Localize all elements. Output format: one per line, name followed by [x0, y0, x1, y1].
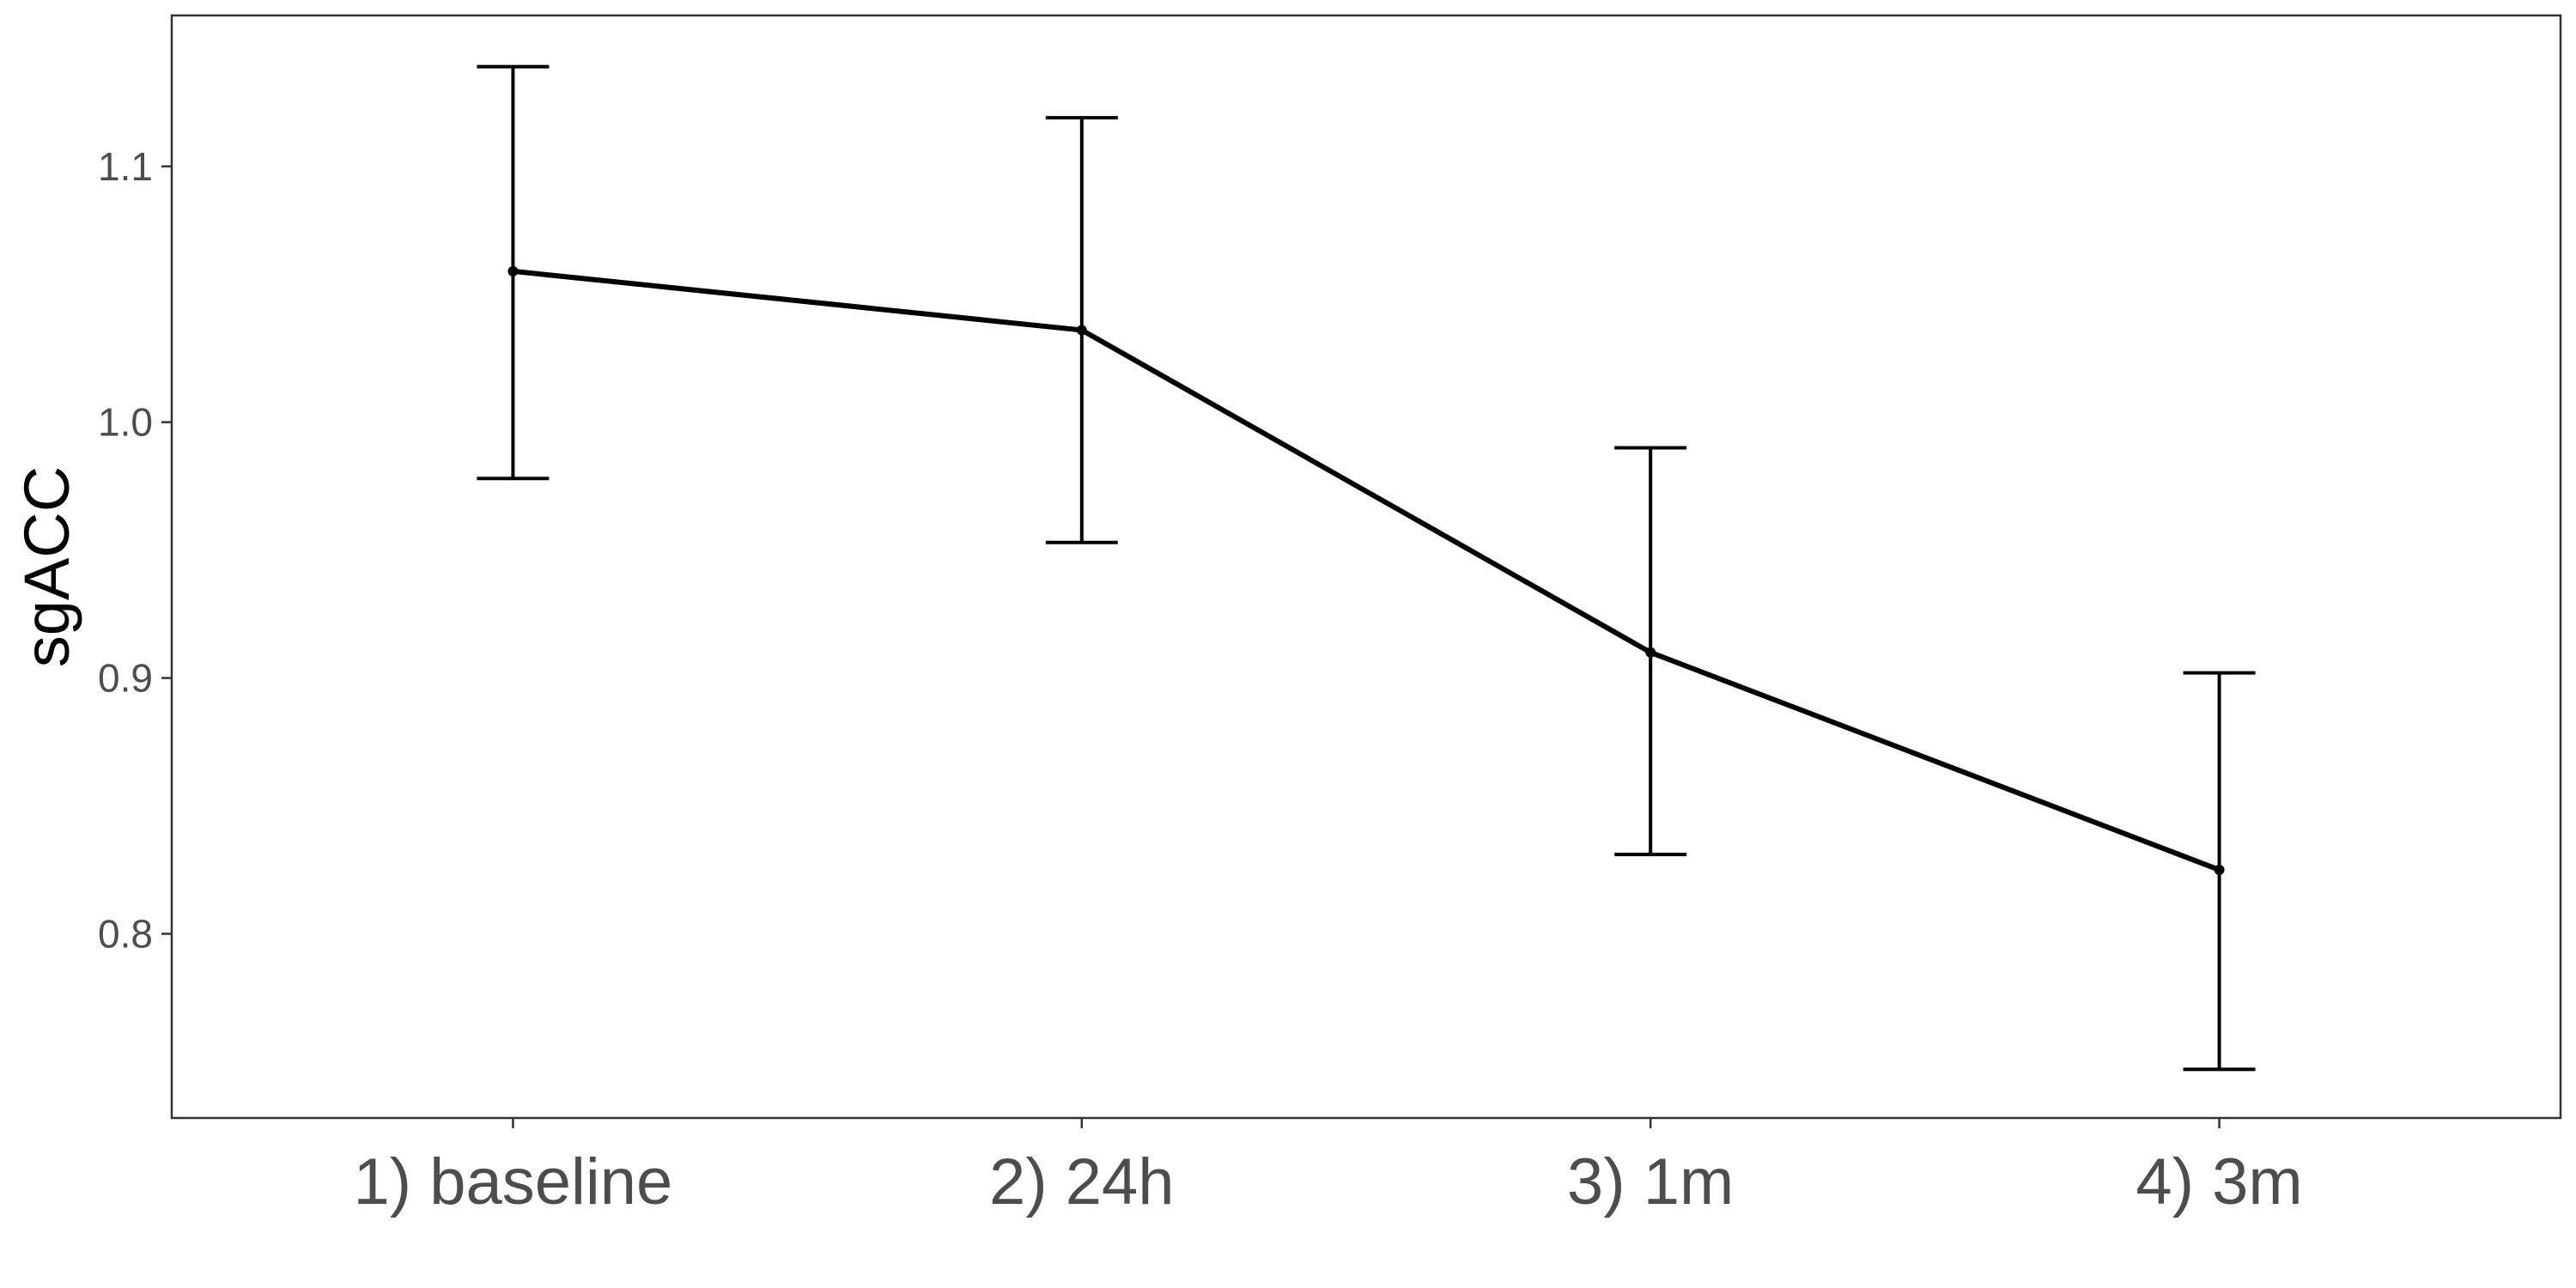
ticks-layer: 0.8 0.9 1.0 1.1 1) baseline 2) 24h 3) 1m 4) 3m: [98, 144, 2303, 1218]
x-tick-label: 2) 24h: [989, 1145, 1175, 1218]
data-point: [1076, 325, 1087, 336]
x-tick-label: 1) baseline: [354, 1145, 673, 1218]
y-axis-title: sgACC: [11, 466, 82, 667]
y-tick-label: 0.9: [98, 656, 153, 701]
y-tick-label: 0.8: [98, 912, 153, 957]
panel-border: [170, 14, 2562, 1120]
line-layer: [513, 268, 2221, 872]
x-tick-label: 3) 1m: [1567, 1145, 1734, 1218]
y-tick-label: 1.1: [98, 144, 153, 189]
data-point: [1645, 647, 1656, 658]
data-point: [2214, 865, 2225, 876]
data-point: [507, 265, 519, 276]
x-tick-label: 4) 3m: [2136, 1145, 2302, 1218]
points-layer: [507, 265, 2225, 876]
series-line: [513, 268, 2221, 872]
y-tick-label: 1.0: [98, 400, 153, 445]
